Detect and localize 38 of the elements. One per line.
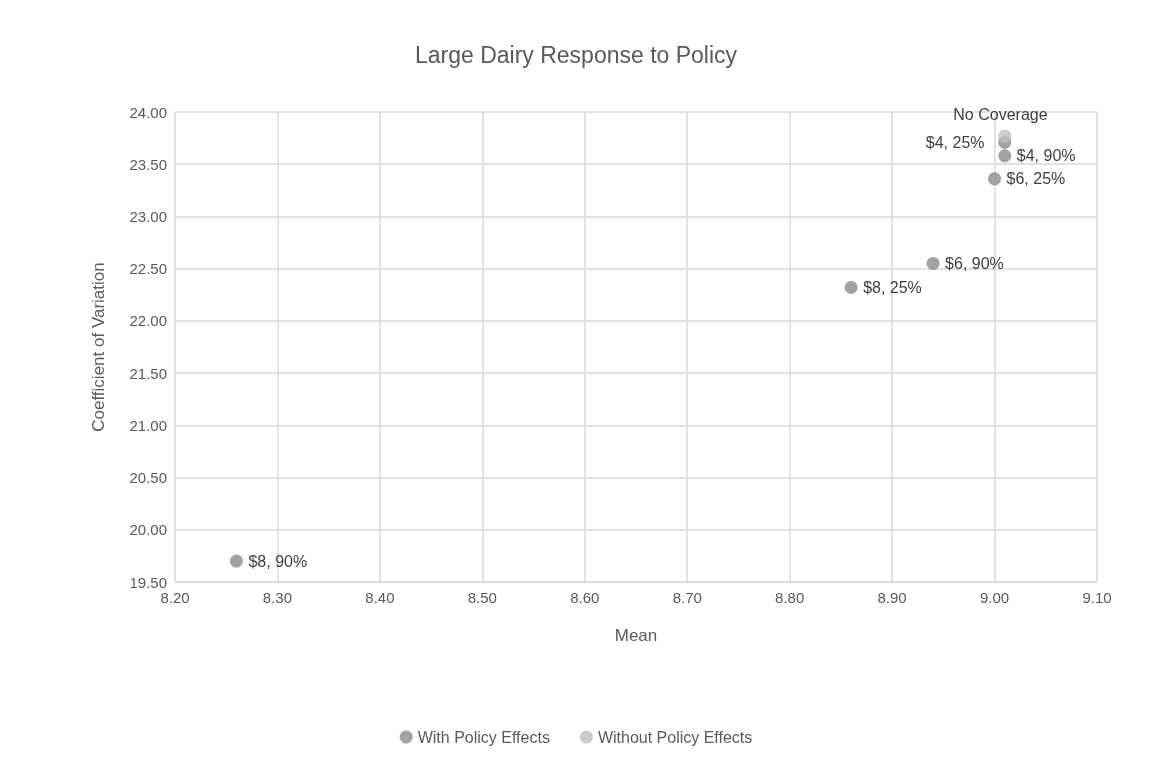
x-tick-label: 8.50 — [467, 589, 497, 606]
annotation: $6, 90% — [945, 254, 1004, 272]
legend-label: With Policy Effects — [417, 728, 550, 746]
y-tick-label: 22.00 — [129, 312, 167, 330]
point — [229, 554, 243, 568]
annotation: $6, 25% — [1006, 170, 1066, 188]
x-tick-label: 8.90 — [877, 589, 907, 606]
y-tick-label: 22.50 — [129, 260, 167, 278]
x-tick-label: 8.30 — [262, 589, 293, 606]
annotation: $4, 90% — [1016, 147, 1076, 165]
x-tick-label: 9.10 — [1082, 589, 1112, 606]
point — [844, 280, 858, 294]
y-axis-title: Coefficient of Variation — [89, 262, 108, 432]
y-tick-label: 20.00 — [129, 521, 167, 539]
y-tick-label: 23.00 — [129, 207, 167, 225]
y-tick-label: 19.50 — [129, 573, 167, 591]
y-tick-label: 24.00 — [129, 103, 167, 121]
point — [998, 129, 1012, 143]
point — [988, 172, 1002, 186]
y-tick-label: 20.50 — [129, 469, 167, 487]
annotation: $4, 25% — [925, 133, 985, 151]
x-tick-label: 8.20 — [160, 589, 190, 606]
x-tick-label: 8.80 — [775, 589, 805, 606]
annotation: $8, 90% — [248, 552, 308, 570]
y-tick-label: 23.50 — [129, 155, 167, 173]
annotation: $8, 25% — [863, 278, 922, 296]
y-tick-label: 21.50 — [129, 364, 167, 382]
x-tick-label: 8.60 — [570, 589, 600, 606]
legend-label: Without Policy Effects — [597, 728, 753, 746]
point — [926, 256, 940, 270]
x-tick-label: 9.00 — [979, 589, 1010, 606]
annotation: No Coverage — [953, 105, 1048, 123]
point — [998, 149, 1012, 163]
x-axis-title: Mean — [614, 626, 658, 645]
x-tick-label: 8.70 — [672, 589, 702, 606]
chart-title: Large Dairy Response to Policy — [414, 41, 738, 68]
x-tick-label: 8.40 — [365, 589, 395, 606]
y-tick-label: 21.00 — [129, 416, 167, 434]
